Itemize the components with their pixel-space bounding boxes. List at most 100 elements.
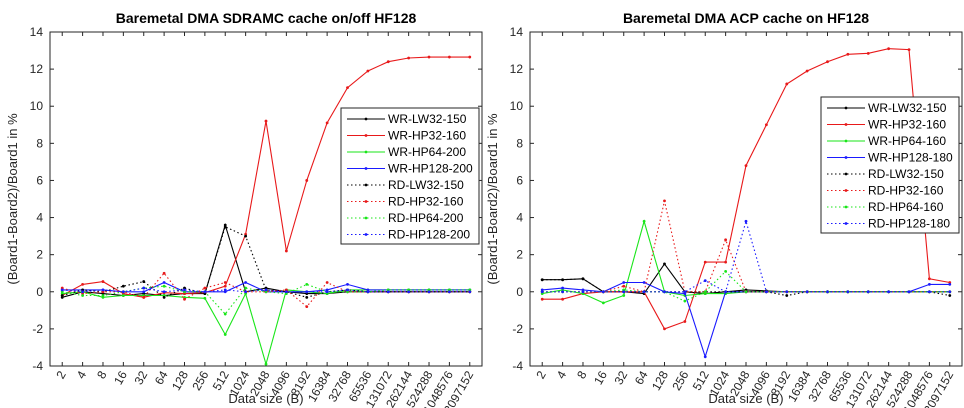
legend-box: [820, 96, 960, 234]
data-point: [325, 281, 329, 284]
data-point: [887, 290, 891, 294]
data-point: [622, 284, 626, 288]
data-point: [622, 294, 626, 297]
legend-marker: [844, 106, 848, 110]
data-point: [826, 290, 829, 294]
data-point: [60, 294, 64, 297]
legend-marker: [364, 134, 368, 137]
data-point: [846, 290, 850, 294]
legend: WR-LW32-150 WR-HP32-160 WR-HP64-200 WR-HP12…: [340, 107, 480, 245]
series-line-RD-HP32-160: [62, 272, 470, 308]
x-tick-label: 4: [554, 368, 570, 381]
data-point: [601, 290, 605, 294]
data-point: [81, 282, 85, 286]
legend-label: RD-HP32-160: [388, 195, 464, 209]
data-point: [346, 288, 349, 292]
data-point: [101, 288, 105, 292]
data-point: [683, 290, 687, 294]
y-tick-label: 12: [30, 62, 44, 76]
data-point: [927, 277, 931, 281]
data-point: [162, 295, 166, 299]
data-point: [325, 121, 329, 125]
data-point: [284, 290, 288, 294]
data-point: [223, 333, 227, 336]
data-point: [540, 290, 544, 294]
y-tick-label: 2: [36, 248, 43, 262]
data-point: [744, 290, 748, 294]
series-line-RD-HP32-160: [542, 200, 950, 293]
legend-marker: [364, 167, 368, 170]
data-point: [121, 290, 125, 294]
data-point: [764, 290, 768, 294]
x-tick-label: 32: [132, 368, 151, 387]
data-point: [927, 290, 931, 294]
data-point: [305, 282, 309, 286]
x-axis-label: Data size (B): [228, 391, 303, 406]
data-point: [223, 281, 227, 284]
data-point: [203, 296, 207, 300]
data-point: [244, 281, 248, 284]
y-tick-label: 14: [30, 25, 44, 39]
legend-label: RD-HP32-160: [868, 184, 944, 198]
data-point: [561, 278, 565, 282]
data-point: [81, 290, 85, 294]
x-tick-label: 256: [189, 368, 211, 393]
legend-label: RD-LW32-150: [868, 167, 944, 181]
data-point: [744, 219, 748, 223]
data-point: [540, 278, 544, 282]
data-point: [622, 281, 626, 284]
legend-label: WR-HP32-160: [868, 118, 946, 132]
data-point: [386, 290, 390, 294]
legend-marker: [364, 216, 368, 220]
x-tick-label: 16: [591, 368, 610, 387]
data-point: [223, 284, 227, 288]
y-axis-label: (Board1-Board2)/Board1 in %: [485, 113, 500, 285]
data-point: [244, 286, 248, 290]
x-tick-label: 256: [669, 368, 691, 393]
data-point: [121, 294, 125, 297]
chart-2: Baremetal DMA ACP cache on HF128-4-20246…: [485, 10, 963, 408]
data-point: [427, 290, 431, 294]
data-point: [101, 280, 105, 283]
legend-box: [340, 107, 480, 245]
data-point: [142, 286, 146, 290]
data-point: [203, 286, 207, 290]
legend-label: RD-HP128-200: [388, 228, 470, 242]
y-tick-label: -4: [512, 359, 523, 373]
data-point: [826, 60, 829, 64]
y-tick-label: 6: [516, 173, 523, 187]
data-point: [183, 288, 186, 292]
data-point: [724, 238, 728, 242]
data-point: [366, 69, 370, 73]
y-tick-label: 4: [36, 211, 43, 225]
data-point: [703, 355, 707, 359]
legend-label: WR-HP64-160: [868, 134, 946, 148]
legend-marker: [364, 150, 368, 154]
legend-marker: [364, 183, 368, 187]
data-point: [142, 280, 146, 283]
data-point: [724, 290, 728, 294]
x-tick-label: 2: [533, 368, 549, 381]
data-point: [927, 282, 931, 286]
y-tick-label: 8: [516, 136, 523, 150]
x-axis-label: Data size (B): [708, 391, 783, 406]
data-point: [81, 294, 85, 297]
data-point: [223, 225, 227, 229]
data-point: [407, 290, 411, 294]
y-tick-label: 14: [510, 25, 524, 39]
data-point: [805, 69, 809, 73]
data-point: [642, 219, 646, 223]
data-point: [468, 55, 472, 59]
data-point: [683, 320, 687, 323]
data-point: [785, 82, 789, 86]
data-point: [468, 290, 472, 294]
y-tick-label: 0: [516, 285, 523, 299]
legend-marker: [844, 205, 848, 209]
data-point: [346, 282, 349, 286]
data-point: [101, 294, 105, 297]
data-point: [907, 48, 911, 52]
legend-marker: [844, 172, 848, 176]
data-point: [447, 290, 451, 294]
data-point: [785, 294, 789, 297]
data-point: [142, 290, 146, 294]
